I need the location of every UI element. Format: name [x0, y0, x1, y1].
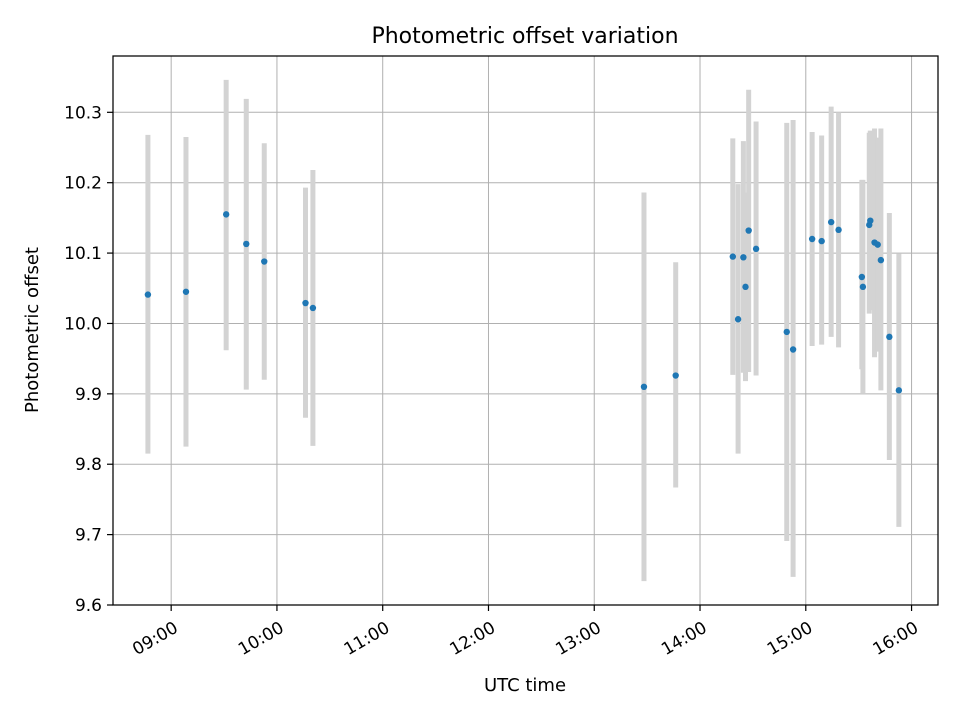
data-point-27 — [877, 256, 885, 264]
data-point-18 — [818, 237, 825, 245]
data-point-28 — [886, 333, 893, 341]
y-tick-label-7: 10.3 — [64, 103, 102, 123]
data-point-5 — [302, 299, 309, 307]
data-point-21 — [858, 273, 866, 281]
data-point-29 — [895, 387, 903, 394]
y-tick-label-4: 10.0 — [64, 314, 102, 334]
point-layer — [144, 211, 903, 394]
y-tick-label-1: 9.7 — [75, 526, 102, 546]
plot-frame — [112, 55, 939, 606]
y-tick-label-6: 10.2 — [64, 174, 102, 194]
y-tick-label-5: 10.1 — [64, 244, 102, 264]
y-tick-label-0: 9.6 — [75, 596, 102, 616]
data-point-12 — [742, 283, 749, 291]
data-point-19 — [827, 218, 835, 226]
data-point-7 — [640, 383, 648, 391]
data-point-0 — [144, 291, 152, 298]
data-point-14 — [752, 245, 760, 253]
y-tick-label-3: 9.9 — [75, 385, 102, 405]
data-point-6 — [309, 304, 317, 312]
data-point-22 — [859, 283, 867, 291]
data-point-11 — [740, 254, 747, 261]
data-point-1 — [182, 288, 190, 295]
data-point-9 — [729, 253, 737, 260]
data-point-26 — [874, 241, 881, 248]
data-point-20 — [835, 226, 842, 234]
data-point-2 — [222, 211, 230, 218]
data-point-8 — [672, 372, 679, 379]
y-tick-label-2: 9.8 — [75, 455, 102, 475]
y-axis-label: Photometric offset — [22, 247, 43, 413]
data-point-4 — [261, 258, 268, 265]
data-point-16 — [789, 346, 797, 353]
data-point-13 — [745, 227, 752, 234]
data-point-17 — [808, 235, 816, 243]
grid-layer — [113, 56, 938, 606]
data-point-3 — [243, 240, 250, 248]
data-point-10 — [734, 316, 742, 323]
data-point-15 — [783, 328, 790, 336]
data-point-24 — [867, 217, 874, 224]
chart-title: Photometric offset variation — [371, 24, 678, 49]
x-axis-label: UTC time — [484, 675, 566, 696]
